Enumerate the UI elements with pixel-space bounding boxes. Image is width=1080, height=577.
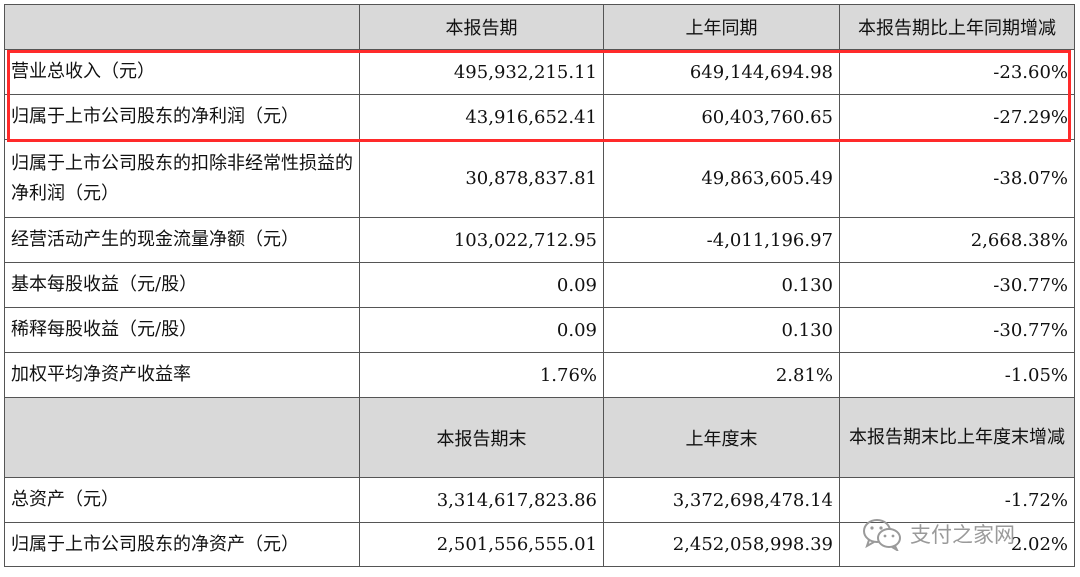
table-header-row: 本报告期 上年同期 本报告期比上年同期增减 bbox=[4, 4, 1075, 50]
row-current: 103,022,712.95 bbox=[359, 217, 604, 263]
table-row: 稀释每股收益（元/股） 0.09 0.130 -30.77% bbox=[4, 307, 1075, 353]
header-change: 本报告期比上年同期增减 bbox=[839, 4, 1075, 50]
row-change: 2,668.38% bbox=[839, 217, 1075, 263]
row-change: 2.02% bbox=[839, 522, 1075, 567]
header2-current-end: 本报告期末 bbox=[359, 397, 604, 478]
financial-summary-table: 本报告期 上年同期 本报告期比上年同期增减 营业总收入（元） 495,932,2… bbox=[4, 4, 1075, 567]
header2-change: 本报告期末比上年度末增减 bbox=[839, 397, 1075, 478]
row-prior: 0.130 bbox=[603, 262, 840, 308]
row-prior: 60,403,760.65 bbox=[603, 94, 840, 140]
wechat-icon bbox=[863, 519, 901, 551]
row-prior: 2.81% bbox=[603, 352, 840, 398]
row-label: 归属于上市公司股东的扣除非经常性损益的净利润（元） bbox=[4, 139, 360, 218]
row-prior: 0.130 bbox=[603, 307, 840, 353]
table-row: 归属于上市公司股东的扣除非经常性损益的净利润（元） 30,878,837.81 … bbox=[4, 139, 1075, 218]
row-label: 基本每股收益（元/股） bbox=[4, 262, 360, 308]
row-label: 总资产（元） bbox=[4, 477, 360, 523]
watermark: 支付之家网 bbox=[862, 514, 1015, 554]
header2-blank bbox=[4, 397, 360, 478]
row-prior: 649,144,694.98 bbox=[603, 49, 840, 95]
row-change: -30.77% bbox=[839, 307, 1075, 353]
row-change: -27.29% bbox=[839, 94, 1075, 140]
header2-prior-year-end: 上年度末 bbox=[603, 397, 840, 478]
row-change: -23.60% bbox=[839, 49, 1075, 95]
row-label: 营业总收入（元） bbox=[4, 49, 360, 95]
table-row: 归属于上市公司股东的净利润（元） 43,916,652.41 60,403,76… bbox=[4, 94, 1075, 140]
table-row: 总资产（元） 3,314,617,823.86 3,372,698,478.14… bbox=[4, 477, 1075, 523]
row-current: 2,501,556,555.01 bbox=[359, 522, 604, 567]
row-label: 经营活动产生的现金流量净额（元） bbox=[4, 217, 360, 263]
table-row: 归属于上市公司股东的净资产（元） 2,501,556,555.01 2,452,… bbox=[4, 522, 1075, 567]
watermark-text: 支付之家网 bbox=[910, 523, 1015, 547]
row-prior: -4,011,196.97 bbox=[603, 217, 840, 263]
row-change: -1.72% bbox=[839, 477, 1075, 523]
row-current: 495,932,215.11 bbox=[359, 49, 604, 95]
row-label: 归属于上市公司股东的净资产（元） bbox=[4, 522, 360, 567]
header-blank bbox=[4, 4, 360, 50]
table-row: 加权平均净资产收益率 1.76% 2.81% -1.05% bbox=[4, 352, 1075, 398]
row-current: 0.09 bbox=[359, 307, 604, 353]
row-prior: 2,452,058,998.39 bbox=[603, 522, 840, 567]
header-prior-period: 上年同期 bbox=[603, 4, 840, 50]
header-current-period: 本报告期 bbox=[359, 4, 604, 50]
row-label: 归属于上市公司股东的净利润（元） bbox=[4, 94, 360, 140]
row-prior: 3,372,698,478.14 bbox=[603, 477, 840, 523]
row-current: 43,916,652.41 bbox=[359, 94, 604, 140]
row-prior: 49,863,605.49 bbox=[603, 139, 840, 218]
row-current: 1.76% bbox=[359, 352, 604, 398]
row-current: 30,878,837.81 bbox=[359, 139, 604, 218]
table-row: 经营活动产生的现金流量净额（元） 103,022,712.95 -4,011,1… bbox=[4, 217, 1075, 263]
row-change: -1.05% bbox=[839, 352, 1075, 398]
row-current: 3,314,617,823.86 bbox=[359, 477, 604, 523]
table-row: 营业总收入（元） 495,932,215.11 649,144,694.98 -… bbox=[4, 49, 1075, 95]
table-subheader-row: 本报告期末 上年度末 本报告期末比上年度末增减 bbox=[4, 397, 1075, 478]
table-row: 基本每股收益（元/股） 0.09 0.130 -30.77% bbox=[4, 262, 1075, 308]
row-label: 稀释每股收益（元/股） bbox=[4, 307, 360, 353]
row-current: 0.09 bbox=[359, 262, 604, 308]
row-label: 加权平均净资产收益率 bbox=[4, 352, 360, 398]
row-change: -30.77% bbox=[839, 262, 1075, 308]
row-change: -38.07% bbox=[839, 139, 1075, 218]
